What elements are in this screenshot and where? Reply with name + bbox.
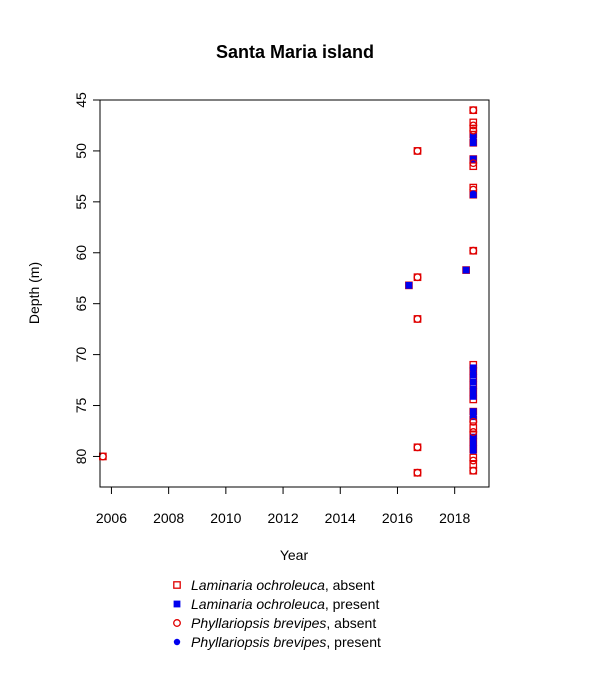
legend-item: Laminaria ochroleuca, absent <box>173 577 375 593</box>
data-point <box>470 135 477 142</box>
legend-marker <box>173 600 181 608</box>
legend-status: , absent <box>325 577 375 593</box>
data-point <box>469 417 478 426</box>
data-point <box>469 126 478 135</box>
data-point <box>469 155 477 163</box>
legend-marker <box>173 581 181 589</box>
legend-species: Laminaria ochroleuca <box>191 577 325 593</box>
y-tick-label: 70 <box>73 347 89 363</box>
y-tick-label: 45 <box>73 92 89 108</box>
y-tick-label: 65 <box>73 296 89 312</box>
data-point <box>469 364 477 372</box>
data-point <box>413 273 422 282</box>
y-tick-label: 80 <box>73 448 89 464</box>
legend-label: Laminaria ochroleuca, absent <box>191 577 375 593</box>
data-point <box>462 266 470 274</box>
legend-item: Laminaria ochroleuca, present <box>173 596 379 612</box>
chart-title: Santa Maria island <box>216 42 374 62</box>
legend-label: Laminaria ochroleuca, present <box>191 596 379 612</box>
data-point <box>469 246 478 255</box>
legend-status: , present <box>325 596 380 612</box>
data-point <box>98 452 107 461</box>
y-tick-label: 55 <box>73 194 89 210</box>
x-tick-label: 2018 <box>439 510 470 526</box>
data-point <box>470 410 477 417</box>
data-point <box>469 159 478 168</box>
data-point <box>469 121 478 130</box>
data-points <box>98 106 478 477</box>
data-point <box>469 466 478 475</box>
data-point <box>469 453 478 462</box>
legend-label: Phyllariopsis brevipes, present <box>191 634 381 650</box>
data-point <box>469 428 478 436</box>
legend-label: Phyllariopsis brevipes, absent <box>191 615 376 631</box>
plot-frame <box>99 99 490 488</box>
data-point <box>470 390 477 397</box>
x-tick-label: 2014 <box>325 510 356 526</box>
x-tick-label: 2006 <box>96 510 127 526</box>
data-point <box>469 106 478 115</box>
x-tick-label: 2010 <box>210 510 241 526</box>
legend-status: , absent <box>326 615 376 631</box>
data-point <box>413 443 422 452</box>
data-point <box>469 162 478 171</box>
data-point <box>470 369 477 377</box>
x-axis-label: Year <box>280 547 309 563</box>
data-point <box>469 378 477 386</box>
data-point <box>413 315 422 323</box>
legend-species: Phyllariopsis brevipes <box>191 634 326 650</box>
data-point <box>470 190 477 197</box>
legend-species: Phyllariopsis brevipes <box>191 615 326 631</box>
data-point <box>413 468 422 477</box>
legend-item: Phyllariopsis brevipes, absent <box>173 615 376 631</box>
x-tick-label: 2016 <box>382 510 413 526</box>
x-tick-label: 2012 <box>267 510 298 526</box>
data-point <box>469 139 477 147</box>
data-point <box>470 444 477 451</box>
legend-status: , present <box>326 634 381 650</box>
y-tick-label: 75 <box>73 398 89 414</box>
legend-item: Phyllariopsis brevipes, present <box>173 634 381 650</box>
y-tick-label: 60 <box>73 245 89 261</box>
data-point <box>413 146 422 155</box>
data-point <box>469 385 477 393</box>
legend-marker <box>173 619 181 627</box>
y-axis: 45 50 55 60 65 70 75 80 <box>73 92 101 464</box>
data-point <box>405 282 413 289</box>
legend-species: Laminaria ochroleuca <box>191 596 325 612</box>
legend-marker <box>173 638 181 646</box>
x-tick-label: 2008 <box>153 510 184 526</box>
data-point <box>469 456 478 465</box>
x-axis: 2006 2008 2010 2012 2014 2016 2018 <box>96 486 470 526</box>
y-tick-label: 50 <box>73 143 89 159</box>
y-axis-label: Depth (m) <box>26 262 42 324</box>
data-point <box>470 436 477 444</box>
